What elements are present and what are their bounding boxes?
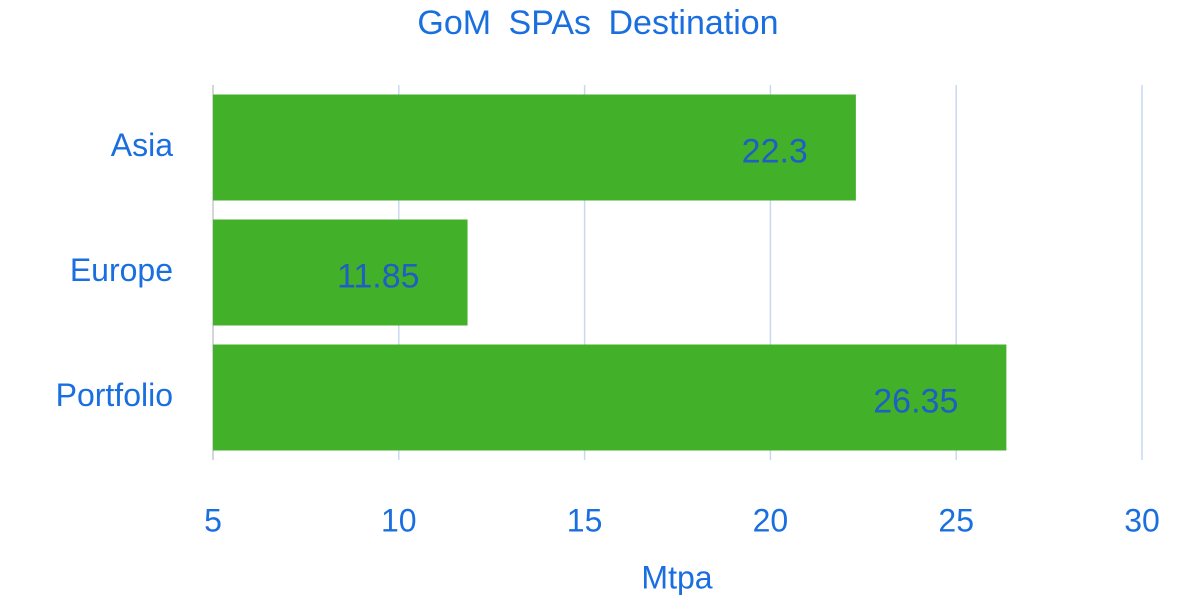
bar	[213, 94, 856, 201]
y-tick-label: Europe	[70, 252, 173, 288]
x-axis-label: Mtpa	[641, 559, 712, 595]
y-tick-label: Portfolio	[56, 377, 173, 413]
bar	[213, 344, 1007, 451]
data-label: 11.85	[337, 257, 420, 295]
x-tick-label: 10	[381, 502, 417, 538]
data-label: 26.35	[873, 382, 958, 420]
y-tick-label: Asia	[111, 127, 173, 163]
chart-title: GoM SPAs Destination	[417, 4, 778, 42]
x-tick-label: 5	[204, 502, 222, 538]
x-tick-label: 30	[1124, 502, 1160, 538]
x-tick-label: 15	[567, 502, 603, 538]
data-label: 22.3	[742, 132, 808, 170]
x-tick-label: 25	[938, 502, 974, 538]
bar	[213, 219, 468, 326]
x-tick-label: 20	[753, 502, 789, 538]
